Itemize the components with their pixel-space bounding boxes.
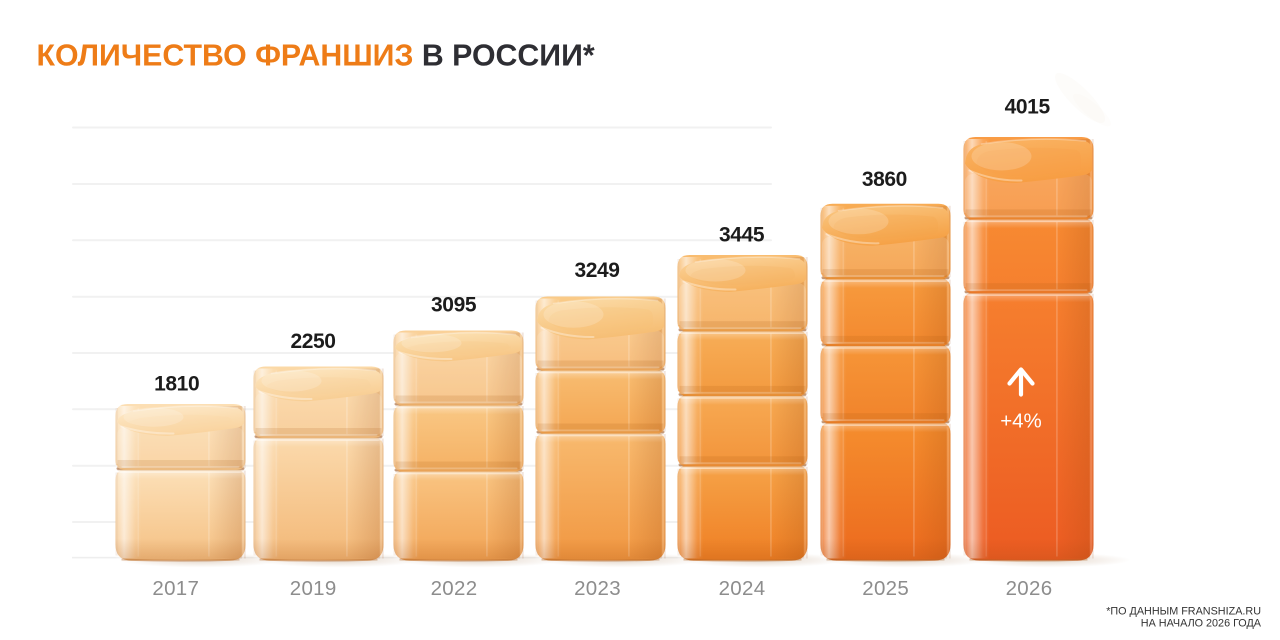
svg-text:2025: 2025 (862, 577, 909, 600)
svg-text:2017: 2017 (152, 577, 199, 600)
svg-text:НА НАЧАЛО 2026 ГОДА: НА НАЧАЛО 2026 ГОДА (1141, 618, 1262, 630)
svg-text:2024: 2024 (719, 577, 766, 600)
svg-text:2250: 2250 (290, 330, 335, 353)
svg-text:1810: 1810 (154, 373, 199, 396)
svg-text:КОЛИЧЕСТВО ФРАНШИЗ В РОССИИ*: КОЛИЧЕСТВО ФРАНШИЗ В РОССИИ* (37, 40, 595, 73)
svg-text:3249: 3249 (574, 259, 619, 282)
svg-text:2019: 2019 (290, 577, 337, 600)
svg-text:2023: 2023 (574, 577, 621, 600)
svg-text:3445: 3445 (719, 223, 765, 246)
svg-text:4015: 4015 (1005, 96, 1051, 119)
svg-text:3095: 3095 (431, 294, 477, 317)
svg-text:2022: 2022 (431, 577, 478, 600)
svg-text:3860: 3860 (862, 168, 907, 191)
svg-text:+4%: +4% (1000, 410, 1042, 433)
svg-text:*ПО ДАННЫМ FRANSHIZA.RU: *ПО ДАННЫМ FRANSHIZA.RU (1106, 606, 1261, 618)
svg-text:2026: 2026 (1006, 577, 1053, 600)
